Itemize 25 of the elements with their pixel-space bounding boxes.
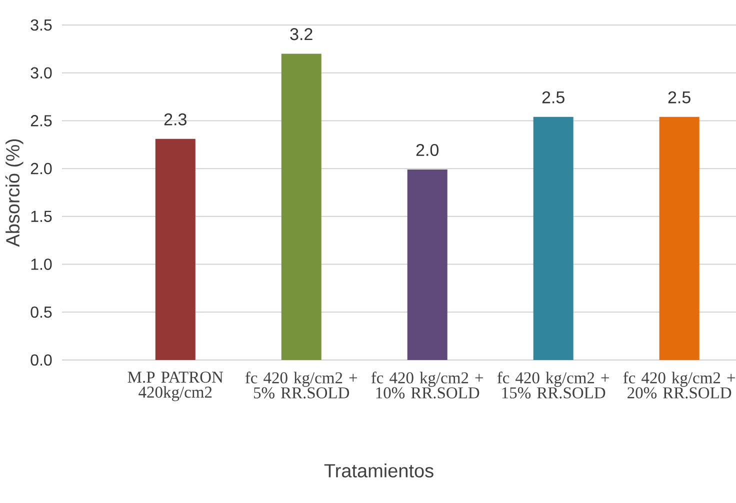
y-axis-title: Absorció (%) (5, 139, 24, 247)
x-tick-label: fc 420 kg/cm2 + 5% RR.SOLD (245, 372, 357, 398)
data-label: 2.5 (668, 91, 690, 104)
x-tick-label: fc 420 kg/cm2 + 10% RR.SOLD (371, 372, 483, 398)
bar (533, 116, 574, 360)
x-tick-label: fc 420 kg/cm2 + 15% RR.SOLD (497, 372, 609, 398)
x-tick-label: fc 420 kg/cm2 + 20% RR.SOLD (623, 372, 735, 398)
bar (281, 54, 322, 360)
y-tick-label: 0.5 (30, 306, 52, 318)
x-axis-title: Tratamientos (324, 464, 434, 478)
data-label: 2.0 (416, 144, 439, 156)
x-tick-label: M.P PATRON 420kg/cm2 (128, 372, 224, 402)
y-tick-label: 1.0 (31, 258, 52, 270)
y-tick-label: 2.5 (30, 115, 52, 126)
data-label: 2.5 (542, 91, 564, 104)
y-tick-label: 1.5 (31, 210, 52, 222)
y-tick-label: 0.0 (30, 354, 52, 366)
y-tick-label: 3.0 (30, 67, 52, 79)
y-tick-label: 3.5 (30, 19, 52, 31)
bar (407, 170, 448, 360)
y-tick-label: 2.0 (30, 162, 52, 174)
data-label: 2.3 (164, 113, 186, 126)
data-label: 3.2 (290, 28, 312, 40)
bar (659, 116, 700, 360)
bar (155, 138, 196, 360)
